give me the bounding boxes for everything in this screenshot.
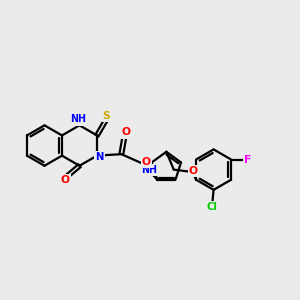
Text: Cl: Cl xyxy=(207,202,218,212)
Text: S: S xyxy=(103,111,110,122)
Text: O: O xyxy=(121,128,130,137)
Text: O: O xyxy=(189,166,198,176)
Text: NH: NH xyxy=(141,165,157,175)
Text: O: O xyxy=(61,175,70,185)
Text: NH: NH xyxy=(70,114,86,124)
Text: N: N xyxy=(95,152,103,162)
Text: F: F xyxy=(244,154,251,164)
Text: O: O xyxy=(142,157,151,167)
